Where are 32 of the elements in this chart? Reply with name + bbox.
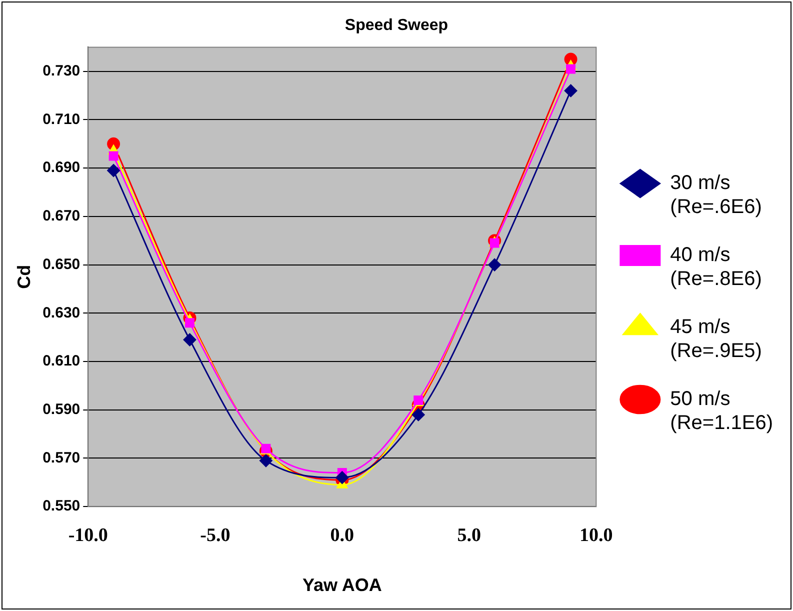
y-axis-title: Cd	[14, 264, 34, 289]
x-tick-label: 0.0	[330, 524, 354, 546]
point	[259, 454, 272, 468]
point	[412, 408, 425, 422]
legend-label: 30 m/s (Re=.6E6)	[670, 172, 762, 218]
point	[564, 84, 578, 98]
y-tick-label: 0.730	[42, 62, 80, 80]
point	[336, 471, 349, 484]
legend-label: 45 m/s (Re=.9E5)	[670, 316, 762, 362]
point	[183, 333, 196, 346]
y-tick-label: 0.610	[42, 352, 80, 370]
y-tick-label: 0.690	[42, 159, 80, 176]
point	[107, 164, 120, 178]
legend-label: 50 m/s (Re=1.1E6)	[670, 388, 774, 434]
point	[185, 318, 194, 328]
y-tick-label: 0.710	[42, 110, 80, 128]
y-tick-label: 0.550	[42, 498, 80, 515]
x-tick-label: 10.0	[580, 524, 613, 546]
x-tick-label: -5.0	[200, 524, 230, 546]
point	[108, 151, 118, 161]
chart-title: Speed Sweep	[344, 17, 448, 34]
x-tick-label: 5.0	[457, 524, 482, 546]
legend-label: 40 m/s (Re=.8E6)	[670, 244, 762, 290]
x-axis-title: Yaw AOA	[302, 575, 382, 596]
y-tick-label: 0.630	[42, 304, 80, 322]
y-tick-label: 0.570	[42, 449, 80, 466]
point	[566, 64, 576, 74]
y-tick-label: 0.590	[42, 401, 80, 418]
x-tick-label: -10.0	[68, 524, 108, 546]
y-tick-label: 0.650	[42, 256, 80, 273]
y-tick-label: 0.670	[42, 208, 80, 225]
point	[488, 258, 502, 272]
